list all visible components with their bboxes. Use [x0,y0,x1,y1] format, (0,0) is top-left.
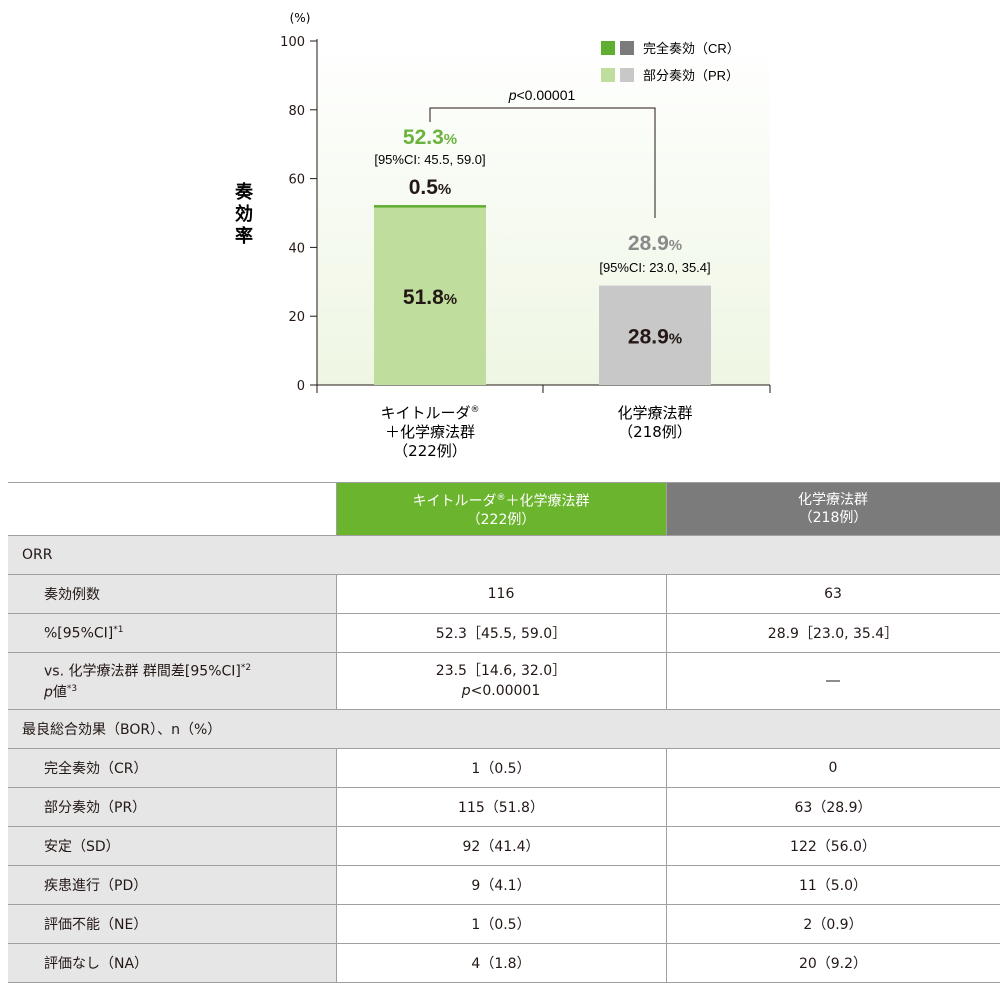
row-label: 奏効例数 [8,574,337,614]
y-axis-label-char: 奏 [235,181,254,203]
legend-swatch [620,41,634,55]
header-kt-n: （222例） [466,511,536,528]
y-tick-label: 80 [288,104,305,119]
table-row: 疾患進行（PD） 9（4.1） 11（5.0） [8,865,1000,905]
table-row: %[95%CI]*1 52.3［45.5, 59.0］ 28.9［23.0, 3… [8,613,1000,653]
table-row: 評価不能（NE） 1（0.5） 2（0.9） [8,904,1000,944]
diff-kt-value: 23.5［14.6, 32.0］ [435,663,567,679]
legend-swatch [601,41,615,55]
orr-bar-chart: 0 20 40 60 80 100 (%) 奏効率 51.8% 28.9% 0.5% [95%CI: … [0,0,1000,470]
section-bor-row: 最良総合効果（BOR）、n（%） [8,709,1000,749]
footnote-mark: *1 [113,624,124,635]
footnote-mark: *2 [240,663,252,674]
section-orr-row: ORR [8,535,1000,575]
kt-value: 1（0.5） [335,748,667,788]
chemo-value: 122（56.0） [665,826,1000,866]
p-value: <0.00001 [470,683,541,699]
row-label-cell: %[95%CI]*1 [8,613,337,653]
bar-pr-value-label: 51.8% [403,286,457,309]
chemo-value: 63 [665,574,1000,614]
kt-value: 52.3［45.5, 59.0］ [335,613,667,653]
y-axis-label-char: 効 [235,203,253,225]
row-label: 評価不能（NE） [8,904,337,944]
table-row-difference: vs. 化学療法群 群間差[95%CI]*2 p値*3 23.5［14.6, 3… [8,652,1000,710]
ci-label: [95%CI: 45.5, 59.0] [374,152,485,167]
table-row: 奏効例数 116 63 [8,574,1000,614]
chemo-value: 0 [665,748,1000,788]
kt-value: 1（0.5） [335,904,667,944]
p-value-label: p<0.00001 [508,87,576,103]
table-header-row: キイトルーダ®＋化学療法群 （222例） 化学療法群 （218例） [8,482,1000,536]
total-value-label: 28.9% [628,232,682,255]
header-kt-name: キイトルーダ [412,493,497,510]
header-chemo: 化学療法群 （218例） [665,482,1000,536]
bar-pr-value-label: 28.9% [628,325,682,348]
bar-cr-value-label: 0.5% [409,176,452,199]
table-row: 評価なし（NA） 4（1.8） 20（9.2） [8,943,1000,983]
row-label: 評価なし（NA） [8,943,337,983]
y-tick-label: 100 [280,35,305,50]
table-corner-cell [8,482,337,536]
kt-value: 116 [335,574,667,614]
p-value-label: 値 [52,684,67,701]
p-italic: p [461,683,471,699]
chemo-value: 63（28.9） [665,787,1000,827]
bar-cr [374,205,486,208]
row-label: 安定（SD） [8,826,337,866]
header-keytruda-chemo: キイトルーダ®＋化学療法群 （222例） [335,482,667,536]
row-label: 疾患進行（PD） [8,865,337,905]
diff-chemo-value: ― [665,652,1000,710]
diff-label-cell: vs. 化学療法群 群間差[95%CI]*2 p値*3 [8,652,337,710]
p-italic: p [44,684,53,701]
results-table: キイトルーダ®＋化学療法群 （222例） 化学療法群 （218例） ORR 奏効… [8,482,1000,983]
ci-label: [95%CI: 23.0, 35.4] [599,260,710,275]
significance-bracket [429,107,656,218]
x-category-label: キイトルーダ® [380,404,479,422]
diff-label: vs. 化学療法群 群間差[95%CI] [44,664,241,680]
x-category-sublabel: ＋化学療法群 [385,423,475,441]
bar-pr [374,206,486,385]
legend-swatch [601,68,615,82]
kt-value: 92（41.4） [335,826,667,866]
row-label: %[95%CI] [44,625,114,642]
diff-kt-cell: 23.5［14.6, 32.0］ p<0.00001 [335,652,667,710]
total-value-label: 52.3% [403,126,457,149]
x-category-sublabel: （222例） [393,442,467,460]
row-label: 完全奏効（CR） [8,748,337,788]
y-tick-label: 20 [288,310,305,325]
y-unit-label: (%) [290,11,311,25]
table-row: 安定（SD） 92（41.4） 122（56.0） [8,826,1000,866]
chart-svg: 0 20 40 60 80 100 (%) 奏効率 51.8% 28.9% 0.5% [95%CI: … [235,11,771,460]
chemo-value: 2（0.9） [665,904,1000,944]
chemo-value: 20（9.2） [665,943,1000,983]
header-chemo-name: 化学療法群 [798,492,868,508]
kt-value: 4（1.8） [335,943,667,983]
kt-value: 115（51.8） [335,787,667,827]
y-tick-label: 60 [288,173,305,188]
table-row: 完全奏効（CR） 1（0.5） 0 [8,748,1000,788]
x-category-label: 化学療法群 [617,404,692,422]
section-orr-label: ORR [8,535,1000,575]
y-tick-label: 0 [297,379,305,394]
legend-label: 完全奏効（CR） [643,41,740,56]
x-category-sublabel: （218例） [618,423,692,441]
legend-label: 部分奏効（PR） [643,68,739,83]
chemo-value: 28.9［23.0, 35.4］ [665,613,1000,653]
table-row: 部分奏効（PR） 115（51.8） 63（28.9） [8,787,1000,827]
footnote-mark: *3 [66,684,78,694]
chemo-value: 11（5.0） [665,865,1000,905]
y-tick-label: 40 [288,241,305,256]
header-chemo-n: （218例） [798,510,868,526]
registered-mark: ® [496,493,506,504]
row-label: 部分奏効（PR） [8,787,337,827]
y-axis-label-char: 率 [235,225,253,247]
bar-pr [599,285,711,385]
header-kt-name-2: ＋化学療法群 [505,493,590,510]
section-bor-label: 最良総合効果（BOR）、n（%） [8,709,1000,749]
kt-value: 9（4.1） [335,865,667,905]
legend-swatch [620,68,634,82]
